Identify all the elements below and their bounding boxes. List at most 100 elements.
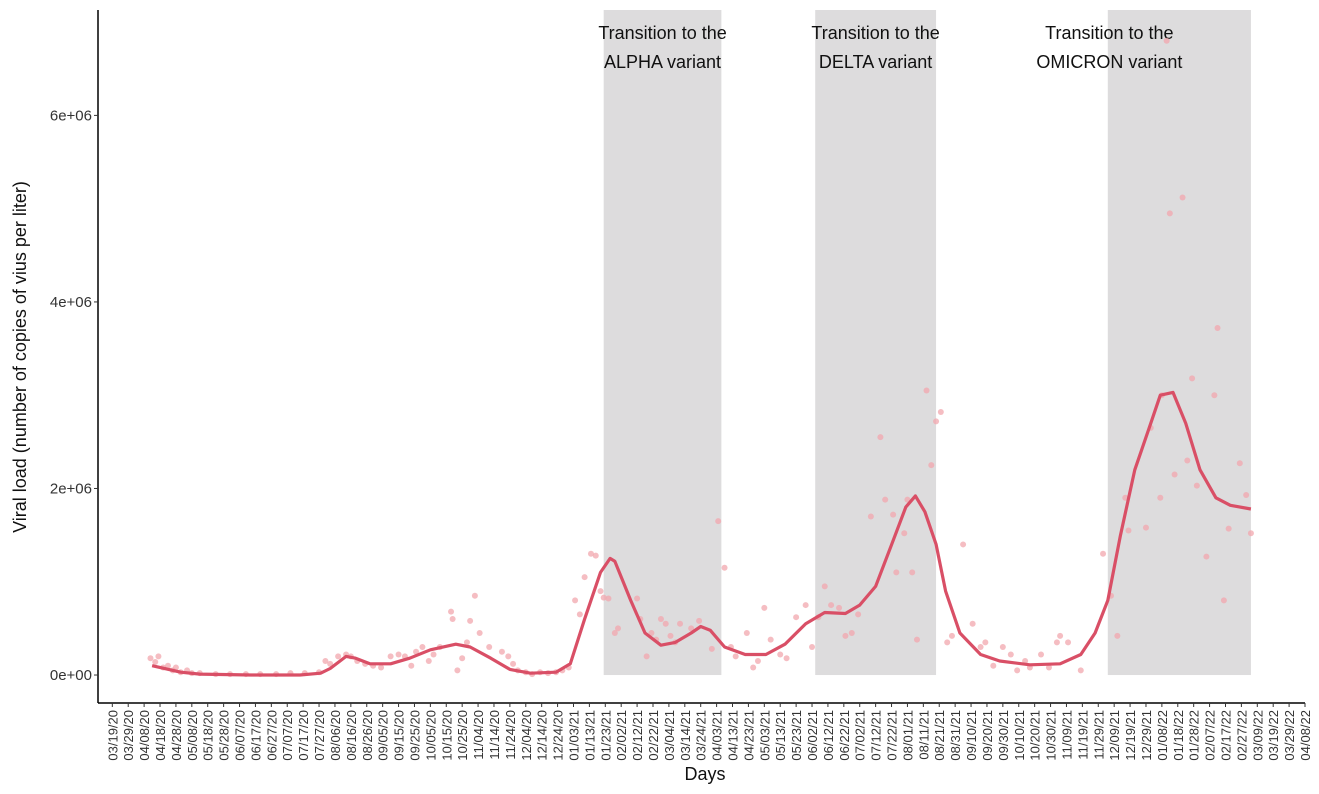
data-point (990, 662, 997, 669)
annotation: Transition to the (1045, 23, 1173, 43)
variant-region (1107, 10, 1251, 676)
data-point (459, 655, 466, 662)
x-tick-label: 02/17/22 (1218, 710, 1233, 761)
x-tick-label: 08/06/20 (328, 710, 343, 761)
data-point (933, 418, 940, 425)
data-point (448, 608, 455, 615)
x-tick-label: 02/02/21 (614, 710, 629, 761)
x-tick-label: 07/07/20 (280, 710, 295, 761)
x-tick-label: 04/18/20 (153, 710, 168, 761)
data-point (634, 595, 641, 602)
data-point (948, 632, 955, 639)
x-tick-label: 08/31/21 (948, 710, 963, 761)
x-tick-label: 01/08/22 (1155, 710, 1170, 761)
variant-region (815, 10, 937, 676)
x-tick-label: 07/17/20 (296, 710, 311, 761)
data-point (802, 602, 809, 609)
x-tick-label: 10/05/20 (423, 710, 438, 761)
data-point (977, 644, 984, 651)
data-point (576, 611, 583, 618)
x-tick-label: 10/15/20 (439, 710, 454, 761)
x-tick-label: 11/19/21 (1075, 710, 1090, 760)
data-point (867, 513, 874, 520)
x-tick-label: 09/10/21 (964, 710, 979, 761)
variant-region (603, 10, 722, 676)
annotation: Transition to the (811, 23, 939, 43)
y-tick-label: 6e+06 (50, 107, 92, 124)
annotation: ALPHA variant (604, 52, 721, 72)
x-tick-label: 03/19/20 (105, 710, 120, 761)
x-tick-label: 04/23/21 (741, 710, 756, 761)
data-point (611, 630, 618, 637)
x-tick-label: 12/19/21 (1123, 710, 1138, 761)
x-tick-label: 06/12/21 (821, 710, 836, 761)
data-point (969, 620, 976, 627)
data-point (419, 644, 426, 651)
data-point (696, 617, 703, 624)
data-point (1065, 639, 1072, 646)
x-tick-label: 03/19/22 (1266, 710, 1281, 761)
x-tick-label: 08/16/20 (344, 710, 359, 761)
x-tick-label: 05/13/21 (773, 710, 788, 761)
data-point (677, 620, 684, 627)
y-tick-label: 0e+00 (50, 667, 92, 684)
x-tick-label: 01/03/21 (566, 710, 581, 761)
data-point (592, 552, 599, 559)
data-point (648, 630, 655, 637)
data-point (715, 518, 722, 525)
data-point (643, 653, 650, 660)
data-point (605, 595, 612, 602)
data-point (944, 639, 951, 646)
data-point (510, 660, 517, 667)
x-tick-label: 03/04/21 (662, 710, 677, 761)
data-point (960, 541, 967, 548)
data-point (901, 530, 908, 537)
data-point (1243, 492, 1250, 499)
x-tick-label: 11/09/21 (1059, 710, 1074, 760)
x-tick-label: 10/20/21 (1028, 710, 1043, 761)
data-point (387, 653, 394, 660)
data-point (467, 617, 474, 624)
data-point (1045, 664, 1052, 671)
data-point (809, 644, 816, 651)
x-tick-label: 04/08/20 (137, 710, 152, 761)
x-axis-title: Days (684, 764, 725, 784)
x-tick-label: 07/27/20 (312, 710, 327, 761)
x-tick-label: 12/04/20 (519, 710, 534, 761)
x-tick-label: 05/08/20 (185, 710, 200, 761)
x-tick-label: 02/22/21 (646, 710, 661, 761)
x-tick-label: 09/30/21 (996, 710, 1011, 761)
x-tick-label: 01/23/21 (598, 710, 613, 761)
data-point (395, 651, 402, 658)
y-tick-label: 4e+06 (50, 294, 92, 311)
x-tick-label: 03/09/22 (1250, 710, 1265, 761)
x-tick-label: 04/13/21 (726, 710, 741, 761)
data-point (335, 653, 342, 660)
x-tick-label: 02/12/21 (630, 710, 645, 761)
data-point (1100, 550, 1107, 557)
data-point (476, 630, 483, 637)
data-point (783, 655, 790, 662)
data-point (1114, 632, 1121, 639)
x-tick-label: 11/24/20 (503, 710, 518, 760)
x-tick-label: 07/12/21 (869, 710, 884, 761)
x-tick-label: 09/25/20 (407, 710, 422, 761)
data-point (587, 550, 594, 557)
x-tick-label: 02/07/22 (1203, 710, 1218, 761)
data-point (750, 664, 757, 671)
data-point (327, 660, 334, 667)
x-tick-label: 10/25/20 (455, 710, 470, 761)
data-point (667, 632, 674, 639)
data-point (754, 658, 761, 665)
data-point (767, 636, 774, 643)
x-tick-label: 03/29/20 (121, 710, 136, 761)
data-point (1014, 667, 1021, 674)
x-tick-label: 09/20/21 (980, 710, 995, 761)
x-tick-label: 04/08/22 (1298, 710, 1313, 761)
data-point (413, 648, 420, 655)
x-tick-label: 03/29/22 (1282, 710, 1297, 761)
x-tick-label: 07/22/21 (885, 710, 900, 761)
data-point (1236, 460, 1243, 467)
data-point (463, 639, 470, 646)
